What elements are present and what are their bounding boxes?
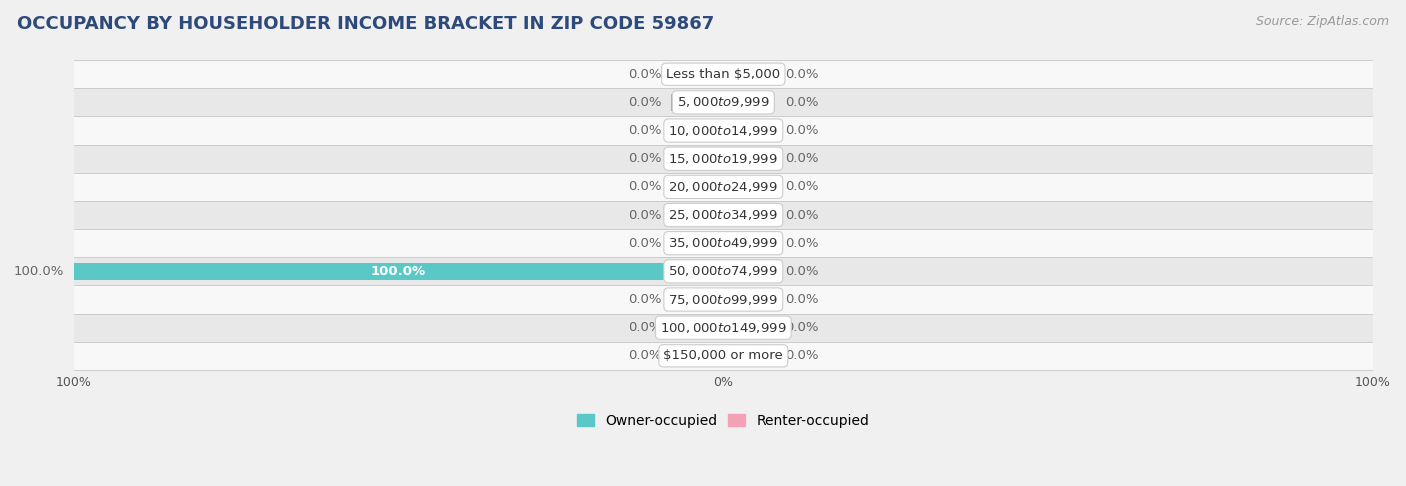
Bar	[723, 94, 775, 111]
Bar	[671, 291, 723, 308]
Bar	[671, 178, 723, 195]
Bar	[671, 150, 723, 167]
Bar	[671, 347, 723, 364]
Text: 0.0%: 0.0%	[628, 237, 662, 250]
Legend: Owner-occupied, Renter-occupied: Owner-occupied, Renter-occupied	[572, 408, 875, 433]
Bar	[73, 285, 1374, 313]
Bar	[723, 207, 775, 224]
Text: Less than $5,000: Less than $5,000	[666, 68, 780, 81]
Text: $35,000 to $49,999: $35,000 to $49,999	[668, 236, 778, 250]
Bar	[73, 257, 1374, 285]
Bar	[723, 347, 775, 364]
Bar	[73, 313, 1374, 342]
Text: 100.0%: 100.0%	[14, 265, 63, 278]
Bar	[671, 207, 723, 224]
Bar	[73, 263, 723, 280]
Bar	[73, 88, 1374, 117]
Text: 0.0%: 0.0%	[785, 321, 818, 334]
Text: $20,000 to $24,999: $20,000 to $24,999	[668, 180, 778, 194]
Text: 0.0%: 0.0%	[785, 124, 818, 137]
Bar	[73, 173, 1374, 201]
Text: 0.0%: 0.0%	[785, 68, 818, 81]
Text: $5,000 to $9,999: $5,000 to $9,999	[676, 95, 769, 109]
Text: 0.0%: 0.0%	[785, 208, 818, 222]
Bar	[723, 150, 775, 167]
Text: 0.0%: 0.0%	[628, 180, 662, 193]
Bar	[671, 122, 723, 139]
Bar	[73, 201, 1374, 229]
Text: 0.0%: 0.0%	[628, 96, 662, 109]
Bar	[73, 117, 1374, 145]
Bar	[671, 319, 723, 336]
Bar	[671, 94, 723, 111]
Text: 0.0%: 0.0%	[785, 349, 818, 363]
Text: $25,000 to $34,999: $25,000 to $34,999	[668, 208, 778, 222]
Bar	[723, 178, 775, 195]
Text: $150,000 or more: $150,000 or more	[664, 349, 783, 363]
Bar	[671, 66, 723, 83]
Text: $75,000 to $99,999: $75,000 to $99,999	[668, 293, 778, 307]
Bar	[723, 66, 775, 83]
Bar	[73, 342, 1374, 370]
Bar	[723, 122, 775, 139]
Bar	[723, 319, 775, 336]
Text: 0.0%: 0.0%	[785, 180, 818, 193]
Text: $10,000 to $14,999: $10,000 to $14,999	[668, 123, 778, 138]
Bar	[723, 291, 775, 308]
Text: 0.0%: 0.0%	[785, 237, 818, 250]
Text: 0.0%: 0.0%	[785, 152, 818, 165]
Bar	[73, 145, 1374, 173]
Text: 0.0%: 0.0%	[628, 68, 662, 81]
Text: $100,000 to $149,999: $100,000 to $149,999	[659, 321, 786, 335]
Text: Source: ZipAtlas.com: Source: ZipAtlas.com	[1256, 15, 1389, 28]
Text: 0.0%: 0.0%	[785, 96, 818, 109]
Text: $15,000 to $19,999: $15,000 to $19,999	[668, 152, 778, 166]
Text: 100.0%: 100.0%	[371, 265, 426, 278]
Text: 0.0%: 0.0%	[628, 321, 662, 334]
Text: 0.0%: 0.0%	[785, 293, 818, 306]
Text: 0.0%: 0.0%	[785, 265, 818, 278]
Text: $50,000 to $74,999: $50,000 to $74,999	[668, 264, 778, 278]
Text: OCCUPANCY BY HOUSEHOLDER INCOME BRACKET IN ZIP CODE 59867: OCCUPANCY BY HOUSEHOLDER INCOME BRACKET …	[17, 15, 714, 33]
Bar	[671, 235, 723, 252]
Text: 0.0%: 0.0%	[628, 293, 662, 306]
Bar	[723, 263, 775, 280]
Text: 0.0%: 0.0%	[628, 124, 662, 137]
Text: 0.0%: 0.0%	[628, 208, 662, 222]
Text: 0.0%: 0.0%	[628, 152, 662, 165]
Bar	[73, 229, 1374, 257]
Bar	[723, 235, 775, 252]
Text: 0.0%: 0.0%	[628, 349, 662, 363]
Bar	[73, 60, 1374, 88]
